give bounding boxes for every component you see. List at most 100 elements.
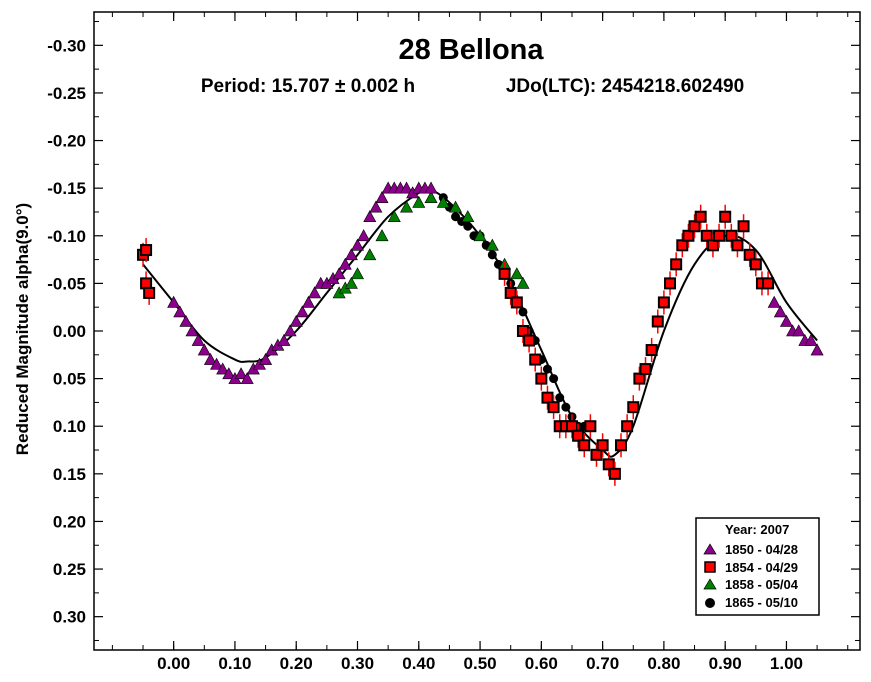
point-1850 (295, 305, 309, 318)
data-points-layer (137, 181, 824, 486)
point-1854 (516, 325, 529, 337)
point-1854 (706, 239, 719, 252)
y-tick-label: 0.25 (53, 560, 86, 579)
point-1854 (529, 353, 542, 366)
point-1854 (676, 239, 689, 252)
point-1854 (608, 467, 621, 480)
point-1865 (463, 221, 473, 231)
point-1854 (762, 277, 775, 290)
legend-entry-1858: 1858 - 05/04 (703, 577, 799, 592)
x-tick-label: 0.20 (280, 654, 313, 673)
point-1865 (561, 402, 571, 412)
point-1854 (651, 315, 664, 328)
legend-label-1858: 1858 - 05/04 (725, 577, 799, 592)
x-tick-label: 0.40 (402, 654, 435, 673)
point-1854 (541, 391, 554, 404)
point-1854 (670, 258, 683, 271)
point-1858 (375, 229, 389, 242)
point-1858 (344, 276, 358, 289)
point-1854 (682, 229, 695, 242)
point-1850 (350, 238, 365, 251)
point-1854 (639, 363, 652, 376)
y-tick-label: 0.00 (53, 322, 86, 341)
point-1858 (387, 210, 401, 223)
point-1850 (344, 248, 358, 261)
point-1854 (737, 220, 750, 233)
point-1865 (487, 250, 497, 260)
point-1854 (584, 420, 597, 433)
point-1854 (578, 439, 591, 452)
point-1850 (259, 352, 273, 365)
point-1858 (424, 191, 438, 203)
point-1854 (657, 296, 670, 309)
y-tick-label: 0.10 (53, 417, 86, 436)
legend-entry-1854: 1854 - 04/29 (704, 560, 798, 575)
legend: Year: 2007 1850 - 04/28 1854 - 04/29 185… (695, 517, 820, 616)
point-1854 (498, 267, 511, 280)
point-1854 (713, 229, 726, 242)
point-1854 (523, 334, 536, 347)
legend-entry-1865: 1865 - 05/10 (705, 595, 798, 610)
point-1865 (518, 307, 528, 317)
point-1854 (504, 286, 517, 299)
point-1854 (547, 401, 560, 414)
point-1854 (725, 229, 738, 242)
point-1854 (694, 210, 707, 223)
point-1854 (621, 420, 634, 433)
y-tick-label: -0.30 (47, 36, 86, 55)
point-1858 (412, 195, 426, 208)
point-1854 (615, 439, 628, 452)
point-1850 (234, 367, 248, 380)
point-1850 (167, 295, 181, 308)
legend-label-1865: 1865 - 05/10 (725, 595, 798, 610)
point-1850 (779, 314, 793, 327)
point-1850 (210, 357, 224, 370)
point-1854 (572, 429, 585, 442)
point-1858 (516, 276, 530, 289)
point-1858 (510, 267, 524, 280)
point-1854 (633, 372, 646, 385)
y-tick-label: -0.05 (47, 274, 86, 293)
x-tick-label: 1.00 (770, 654, 803, 673)
x-tick-label: 0.10 (218, 654, 251, 673)
legend-triangle-purple-icon (703, 543, 717, 555)
point-1854 (143, 286, 156, 299)
point-1858 (363, 248, 377, 261)
point-1850 (289, 314, 303, 327)
point-1858 (473, 229, 487, 242)
y-tick-label: -0.10 (47, 227, 86, 246)
point-1850 (283, 324, 297, 337)
point-1858 (400, 200, 414, 213)
point-1858 (350, 267, 365, 280)
x-tick-label: 0.30 (341, 654, 374, 673)
point-1850 (773, 305, 787, 318)
point-1850 (222, 367, 236, 380)
point-1858 (461, 210, 475, 223)
fit-curve-line (142, 188, 818, 458)
point-1850 (804, 333, 818, 346)
legend-circle-black-icon (705, 598, 715, 608)
point-1850 (400, 181, 414, 194)
point-1854 (688, 220, 701, 233)
chart-title: 28 Bellona (398, 34, 544, 66)
point-1850 (767, 295, 781, 308)
point-1854 (565, 420, 578, 433)
point-1854 (602, 458, 615, 471)
point-1865 (555, 393, 565, 403)
point-1854 (140, 244, 153, 257)
point-1850 (810, 343, 824, 356)
point-1854 (535, 372, 548, 385)
legend-label-1854: 1854 - 04/29 (725, 560, 798, 575)
point-1850 (240, 371, 254, 384)
point-1850 (185, 324, 199, 337)
point-1850 (357, 229, 371, 242)
y-tick-label: -0.20 (47, 132, 86, 151)
x-tick-label: 0.00 (157, 654, 190, 673)
legend-label-1850: 1850 - 04/28 (725, 542, 798, 557)
point-1850 (792, 324, 806, 337)
point-1850 (424, 181, 438, 194)
point-1854 (749, 258, 762, 271)
point-1854 (510, 296, 523, 309)
x-tick-label: 0.50 (464, 654, 497, 673)
